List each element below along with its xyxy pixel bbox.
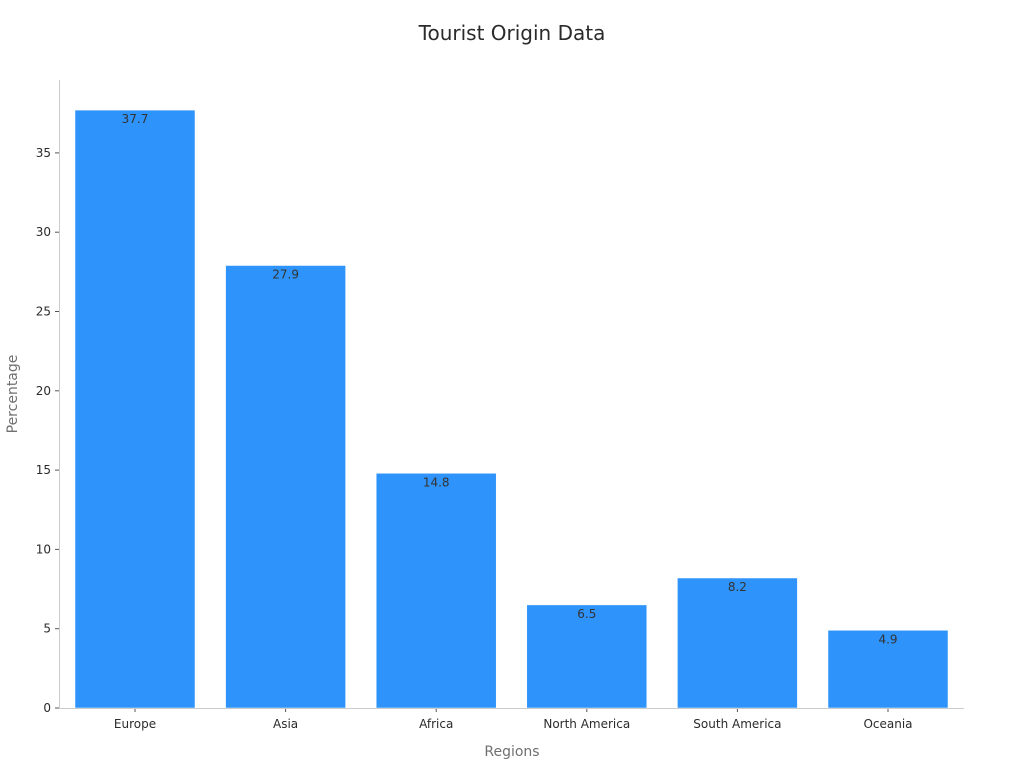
bar-oceania [827, 630, 949, 709]
data-label-africa: 14.8 [423, 475, 450, 489]
y-axis-ticks: 0 5 10 15 20 25 30 35 [36, 146, 60, 715]
x-axis-ticks: Europe Asia Africa North America South Ameri… [114, 708, 913, 731]
bar-africa [375, 473, 497, 709]
x-tick-label-europe: Europe [114, 717, 156, 731]
y-axis-label: Percentage [5, 355, 21, 434]
y-tick-label-30: 30 [36, 225, 51, 239]
x-axis-label: Regions [484, 744, 539, 760]
bars-group [74, 109, 949, 709]
x-tick-label-south-america: South America [693, 717, 781, 731]
data-label-north-america: 6.5 [577, 607, 596, 621]
data-label-europe: 37.7 [122, 112, 149, 126]
y-tick-label-10: 10 [36, 542, 51, 556]
bar-asia [225, 265, 346, 709]
y-tick-label-25: 25 [36, 305, 51, 319]
x-tick-label-africa: Africa [419, 717, 453, 731]
data-label-south-america: 8.2 [728, 580, 747, 594]
x-tick-label-oceania: Oceania [863, 717, 912, 731]
x-tick-label-asia: Asia [273, 717, 298, 731]
y-tick-label-0: 0 [43, 701, 51, 715]
y-tick-label-15: 15 [36, 463, 51, 477]
bar-europe [74, 109, 196, 709]
y-tick-label-5: 5 [43, 622, 51, 636]
data-labels-group: 37.7 27.9 14.8 6.5 8.2 4.9 [122, 112, 898, 646]
y-tick-label-20: 20 [36, 384, 51, 398]
bar-north-america [526, 604, 648, 709]
bar-south-america [677, 577, 798, 709]
chart-title: Tourist Origin Data [418, 21, 606, 45]
data-label-oceania: 4.9 [878, 632, 897, 646]
y-tick-label-35: 35 [36, 146, 51, 160]
x-tick-label-north-america: North America [543, 717, 630, 731]
data-label-asia: 27.9 [272, 268, 299, 282]
